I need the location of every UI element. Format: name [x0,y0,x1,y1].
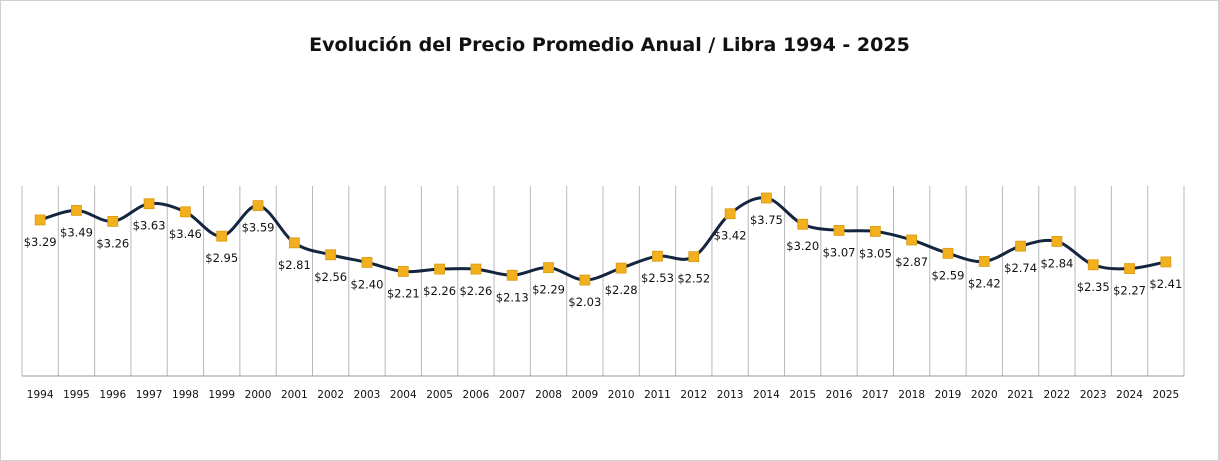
data-point-2022 [1051,236,1063,247]
x-tick-2013: 2013 [717,389,744,401]
x-tick-2002: 2002 [317,389,344,401]
data-label-2024: $2.27 [1113,284,1146,298]
data-label-2005: $2.26 [423,284,456,298]
x-tick-2010: 2010 [608,389,635,401]
grid-lines [21,186,1185,376]
data-point-2023 [1087,259,1099,271]
data-point-2019 [942,247,954,259]
data-point-2005 [434,263,445,275]
data-point-2012 [688,251,700,263]
x-tick-1996: 1996 [99,389,126,401]
data-label-2023: $2.35 [1077,280,1110,294]
data-label-2022: $2.84 [1040,256,1073,270]
data-point-1994 [34,214,46,226]
data-label-2010: $2.28 [605,283,638,297]
data-label-1994: $3.29 [24,235,57,249]
data-point-2009 [579,274,591,286]
x-tick-2008: 2008 [535,389,562,401]
data-label-2019: $2.59 [932,268,965,282]
x-tick-2011: 2011 [644,389,671,401]
data-point-1999 [216,230,228,242]
x-tick-2020: 2020 [971,389,998,401]
data-point-2013 [724,208,736,220]
x-tick-2006: 2006 [463,389,490,401]
data-label-2001: $2.81 [278,258,311,272]
data-label-2004: $2.21 [387,286,420,300]
data-label-2012: $2.52 [677,272,710,286]
data-point-2018 [906,234,918,246]
data-label-2000: $3.59 [242,221,275,235]
data-label-2016: $3.07 [823,245,856,259]
x-tick-2001: 2001 [281,389,308,401]
x-tick-2007: 2007 [499,389,526,401]
data-label-2017: $3.05 [859,246,892,260]
data-point-1995 [71,205,82,216]
x-tick-2019: 2019 [935,389,962,401]
data-point-2017 [869,225,881,237]
x-tick-1994: 1994 [27,389,54,401]
x-tick-2021: 2021 [1007,389,1034,401]
data-point-2014 [761,192,772,204]
data-label-2015: $3.20 [786,239,819,253]
data-point-2000 [252,200,264,212]
data-point-2003 [361,256,373,268]
data-point-2006 [470,263,482,275]
x-tick-2018: 2018 [898,389,925,401]
data-label-2018: $2.87 [895,255,928,269]
data-label-2003: $2.40 [351,277,384,291]
data-label-2006: $2.26 [459,284,492,298]
data-label-2013: $3.42 [714,229,747,243]
x-tick-2016: 2016 [826,389,853,401]
data-point-2020 [978,256,990,267]
data-point-2015 [797,218,809,230]
data-point-1996 [107,215,119,227]
data-point-2002 [325,249,337,261]
data-label-2025: $2.41 [1149,277,1182,291]
data-point-2010 [615,262,627,274]
data-label-1996: $3.26 [96,236,129,250]
x-tick-2004: 2004 [390,389,417,401]
data-point-2021 [1015,240,1026,252]
chart-title: Evolución del Precio Promedio Anual / Li… [309,34,910,56]
data-label-2008: $2.29 [532,283,565,297]
x-tick-2017: 2017 [862,389,889,401]
data-point-2008 [543,262,554,274]
data-label-2007: $2.13 [496,290,529,304]
x-tick-2003: 2003 [354,389,381,401]
data-label-2011: $2.53 [641,271,674,285]
data-point-2016 [833,225,845,236]
data-point-2004 [397,266,409,277]
x-tick-2000: 2000 [245,389,272,401]
x-tick-2022: 2022 [1044,389,1071,401]
x-tick-2012: 2012 [680,389,707,401]
data-point-2011 [652,250,663,262]
data-label-2009: $2.03 [568,295,601,309]
x-tick-2005: 2005 [426,389,453,401]
data-label-2020: $2.42 [968,276,1001,290]
data-point-2007 [506,269,518,281]
data-point-1998 [180,206,191,218]
x-tick-1997: 1997 [136,389,163,401]
data-label-2002: $2.56 [314,270,347,284]
x-tick-2023: 2023 [1080,389,1107,401]
x-tick-2009: 2009 [571,389,598,401]
x-tick-1999: 1999 [208,389,235,401]
data-label-1999: $2.95 [205,251,238,265]
data-label-1998: $3.46 [169,227,202,241]
data-label-1997: $3.63 [133,219,166,233]
x-tick-2025: 2025 [1152,389,1179,401]
data-label-2014: $3.75 [750,213,783,227]
data-label-2021: $2.74 [1004,261,1037,275]
x-tick-1998: 1998 [172,389,199,401]
data-point-2024 [1124,263,1135,274]
x-tick-2014: 2014 [753,389,780,401]
data-point-2001 [288,237,300,249]
data-point-1997 [143,198,155,210]
x-tick-2015: 2015 [789,389,816,401]
data-point-2025 [1160,256,1172,268]
data-label-1995: $3.49 [60,225,93,239]
x-tick-2024: 2024 [1116,389,1143,401]
x-tick-1995: 1995 [63,389,90,401]
